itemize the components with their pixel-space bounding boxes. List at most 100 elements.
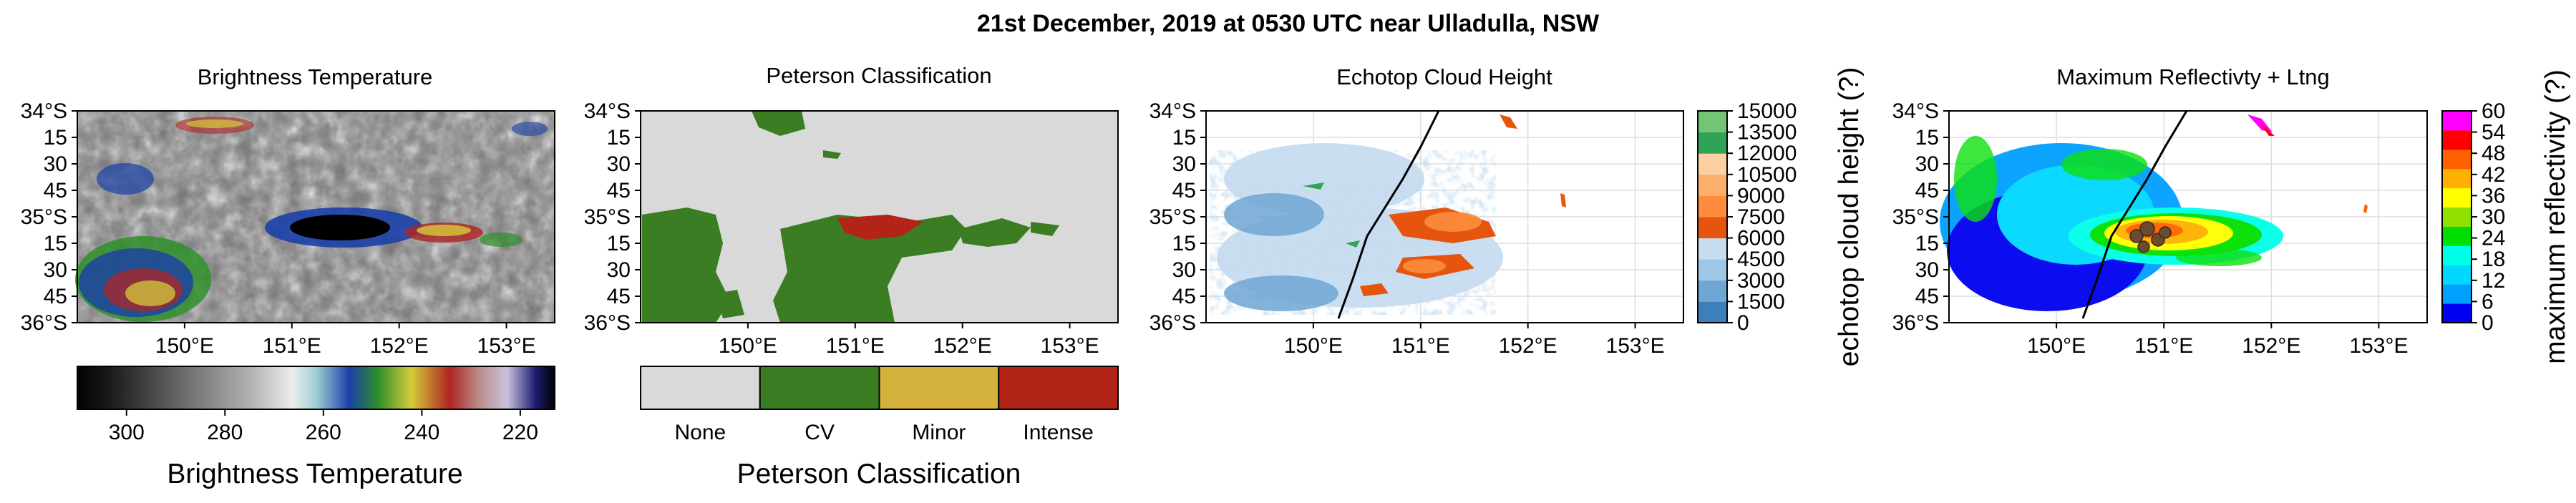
lat-tick-label: 15 bbox=[1172, 126, 1196, 150]
colorbar-segment bbox=[1698, 132, 1727, 154]
panel-peterson-classification: Peterson Classification 34°S15304535°S15… bbox=[584, 63, 1119, 489]
lon-tick-label: 151°E bbox=[1391, 334, 1450, 358]
peterson-lon-axis: 150°E 151°E 152°E 153°E bbox=[719, 323, 1099, 358]
colorbar-segment bbox=[2442, 284, 2471, 304]
lat-tick-label: 30 bbox=[1172, 258, 1196, 282]
panel-brightness-temperature: Brightness Temperature 34°S15304535°S153… bbox=[21, 64, 555, 489]
colorbar-segment bbox=[2442, 149, 2471, 170]
bt-colorbar-label: Brightness Temperature bbox=[167, 459, 462, 489]
peterson-colorbar-tick-label: Intense bbox=[1023, 421, 1093, 444]
lon-tick-label: 151°E bbox=[826, 334, 885, 358]
lat-tick-label: 45 bbox=[1172, 285, 1196, 308]
lon-tick-label: 152°E bbox=[933, 334, 992, 358]
colorbar-segment bbox=[1698, 217, 1727, 239]
lat-tick-label: 15 bbox=[44, 232, 67, 255]
peterson-colorbar-segment bbox=[878, 366, 1000, 410]
colorbar-tick-label: 12 bbox=[2482, 269, 2505, 293]
colorbar-tick-label: 0 bbox=[1737, 311, 1749, 335]
echotop-colorbar: 0150030004500600075009000105001200013500… bbox=[1697, 67, 1865, 366]
colorbar-tick-label: 42 bbox=[2482, 163, 2505, 187]
figure-title: 21st December, 2019 at 0530 UTC near Ull… bbox=[976, 10, 1600, 37]
lat-tick-label: 30 bbox=[44, 258, 67, 282]
lat-tick-label: 45 bbox=[1915, 285, 1939, 308]
colorbar-tick-label: 4500 bbox=[1737, 248, 1785, 271]
lon-tick-label: 153°E bbox=[2349, 334, 2408, 358]
panel-title-echotop: Echotop Cloud Height bbox=[1336, 64, 1552, 89]
lat-tick-label: 30 bbox=[1915, 152, 1939, 176]
colorbar-tick-label: 36 bbox=[2482, 184, 2505, 207]
colorbar-tick-label: 10500 bbox=[1737, 163, 1797, 187]
lat-tick-label: 34°S bbox=[21, 99, 67, 123]
lat-tick-label: 45 bbox=[44, 179, 67, 202]
lat-tick-label: 15 bbox=[1172, 232, 1196, 255]
colorbar-segment bbox=[1698, 195, 1727, 218]
peterson-map bbox=[640, 110, 1119, 323]
lon-tick-label: 152°E bbox=[2242, 334, 2300, 358]
colorbar-tick-label: 48 bbox=[2482, 142, 2505, 165]
colorbar-tick-label: 54 bbox=[2482, 121, 2505, 145]
peterson-colorbar-segment bbox=[759, 366, 880, 410]
panel-title-peterson: Peterson Classification bbox=[766, 63, 991, 88]
lon-tick-label: 150°E bbox=[719, 334, 777, 358]
bt-colorbar: 300 280 260 240 220 Brightness Temperature bbox=[77, 366, 555, 489]
lat-tick-label: 30 bbox=[44, 152, 67, 176]
lat-tick-label: 30 bbox=[607, 258, 631, 282]
colorbar-tick-label: 3000 bbox=[1737, 269, 1785, 293]
lat-tick-label: 35°S bbox=[1150, 205, 1196, 229]
lon-tick-label: 153°E bbox=[1606, 334, 1665, 358]
peterson-colorbar-label: Peterson Classification bbox=[737, 459, 1021, 489]
colorbar-segment bbox=[2442, 168, 2471, 189]
colorbar-tick-label: 9000 bbox=[1737, 184, 1785, 207]
colorbar-tick-label: 24 bbox=[2482, 227, 2505, 250]
lat-tick-label: 45 bbox=[1172, 179, 1196, 202]
bt-colorbar-ticks: 300 280 260 240 220 bbox=[109, 409, 538, 444]
colorbar-segment bbox=[2442, 130, 2471, 150]
peterson-colorbar-segments: None CV Minor Intense bbox=[640, 366, 1119, 444]
colorbar-tick-label: 12000 bbox=[1737, 142, 1797, 165]
reflectivity-lon-axis: 150°E 151°E 152°E 153°E bbox=[2027, 323, 2408, 358]
lat-tick-label: 30 bbox=[607, 152, 631, 176]
colorbar-tick-label: 30 bbox=[2482, 205, 2505, 229]
colorbar-segment bbox=[1698, 238, 1727, 260]
colorbar-segment bbox=[2442, 111, 2471, 131]
lon-tick-label: 153°E bbox=[1041, 334, 1099, 358]
lat-tick-label: 45 bbox=[607, 179, 631, 202]
bt-colorbar-tick-label: 220 bbox=[502, 421, 538, 444]
colorbar-segment bbox=[2442, 187, 2471, 208]
colorbar-segment bbox=[1698, 301, 1727, 323]
colorbar-tick-label: 0 bbox=[2482, 311, 2494, 335]
colorbar-tick-label: 60 bbox=[2482, 99, 2505, 123]
echotop-colorbar-segments: 0150030004500600075009000105001200013500… bbox=[1698, 99, 1797, 335]
echotop-lon-axis: 150°E 151°E 152°E 153°E bbox=[1284, 323, 1665, 358]
lat-tick-label: 36°S bbox=[1150, 311, 1196, 335]
lat-tick-label: 34°S bbox=[1150, 99, 1196, 123]
peterson-colorbar-segment bbox=[998, 366, 1119, 410]
peterson-colorbar-tick-label: CV bbox=[805, 421, 835, 444]
panel-title-reflectivity: Maximum Reflectivty + Ltng bbox=[2056, 64, 2330, 89]
lat-tick-label: 15 bbox=[607, 232, 631, 255]
peterson-colorbar-segment bbox=[640, 366, 761, 410]
colorbar-segment bbox=[1698, 111, 1727, 133]
bt-colorbar-tick-label: 280 bbox=[207, 421, 243, 444]
lat-tick-label: 35°S bbox=[1892, 205, 1939, 229]
lat-tick-label: 15 bbox=[44, 126, 67, 150]
lon-tick-label: 151°E bbox=[2134, 334, 2193, 358]
lat-tick-label: 15 bbox=[1915, 126, 1939, 150]
lat-tick-label: 45 bbox=[44, 285, 67, 308]
lon-tick-label: 150°E bbox=[2027, 334, 2086, 358]
bt-colorbar-tick-label: 240 bbox=[404, 421, 439, 444]
lon-tick-label: 150°E bbox=[1284, 334, 1343, 358]
bt-lon-axis: 150°E 151°E 152°E 153°E bbox=[155, 323, 536, 358]
colorbar-segment bbox=[1698, 153, 1727, 175]
lon-tick-label: 152°E bbox=[370, 334, 429, 358]
lat-tick-label: 45 bbox=[1915, 179, 1939, 202]
echotop-map bbox=[1205, 110, 1684, 323]
colorbar-segment bbox=[2442, 303, 2471, 323]
peterson-colorbar: None CV Minor Intense Peterson Classificati… bbox=[640, 366, 1119, 489]
